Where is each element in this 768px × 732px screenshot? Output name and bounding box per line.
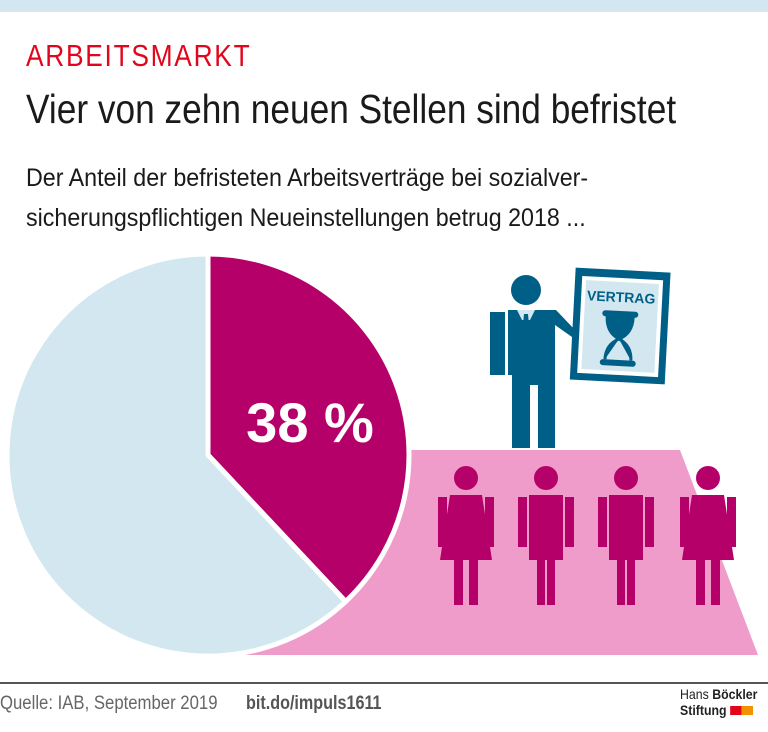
- woman-icon: [680, 466, 736, 605]
- subtitle-line-2: sicherungspflichtigen Neueinstellungen b…: [26, 204, 586, 232]
- logo: Hans Böckler Stiftung: [680, 686, 758, 718]
- page-title: Vier von zehn neuen Stellen sind befrist…: [26, 86, 677, 132]
- pie-slice-1: [4, 251, 350, 659]
- footer-divider: [0, 682, 768, 684]
- subtitle: Der Anteil der befristeten Arbeitsverträ…: [26, 158, 588, 238]
- top-bar: [0, 0, 768, 12]
- woman-icon: [438, 466, 494, 605]
- contract-label: VERTRAG: [587, 287, 656, 307]
- subtitle-line-1: Der Anteil der befristeten Arbeitsverträ…: [26, 164, 589, 192]
- source-link[interactable]: bit.do/impuls1611: [246, 693, 382, 714]
- businessman-icon: [490, 275, 575, 448]
- pie-slice-0: [205, 251, 412, 606]
- people-group: [438, 466, 736, 605]
- source: Quelle: IAB, September 2019: [0, 693, 218, 714]
- kicker: ARBEITSMARKT: [26, 38, 252, 73]
- man-icon: [518, 466, 574, 605]
- man-icon: [598, 466, 654, 605]
- slice-label: 38 %: [246, 391, 374, 454]
- contract-icon: VERTRAG: [569, 267, 671, 385]
- pie-chart: [4, 251, 412, 659]
